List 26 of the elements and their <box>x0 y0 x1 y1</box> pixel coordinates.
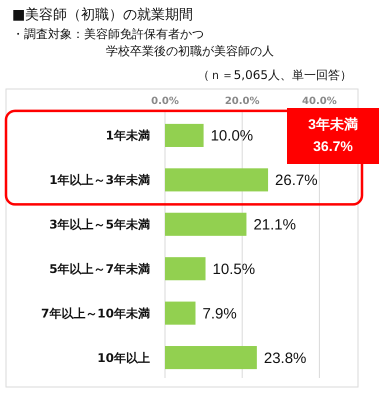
y-tick-label: 1年未満 <box>106 128 150 143</box>
y-tick-label: 7年以上～10年未満 <box>40 306 150 320</box>
text: 学校卒業後の初職が美容師の人 <box>106 44 274 58</box>
y-tick-label: 5年以上～7年未満 <box>49 262 150 276</box>
bar <box>165 302 196 325</box>
data-label: 10.0% <box>210 128 254 145</box>
data-label: 23.8% <box>264 350 306 367</box>
bar <box>165 124 204 147</box>
annotation: 3年未満 36.7% <box>308 116 358 154</box>
chart-title: ■美容師（初職）の就業期間 <box>12 7 194 23</box>
y-tick-label: 3年以上～5年未満 <box>49 217 150 232</box>
x-tick-label: 40.0% <box>302 96 337 107</box>
bar <box>165 346 257 370</box>
x-tick-label: 20.0% <box>224 96 260 107</box>
text: （ｎ＝5,065人、単一回答） <box>198 68 352 82</box>
bar <box>165 257 206 280</box>
bar <box>165 168 268 192</box>
data-label: 21.1% <box>253 216 296 234</box>
y-tick-label: 1年以上～3年未満 <box>49 173 150 188</box>
y-tick-label: 10年以上 <box>97 350 150 365</box>
data-label: 10.5% <box>212 260 256 278</box>
data-label: 26.7% <box>275 172 318 190</box>
bar <box>165 212 246 236</box>
chart-subtitle: ・調査対象：美容師免許保有者かつ <box>12 27 204 41</box>
x-tick-label: 0.0% <box>151 96 179 107</box>
data-label: 7.9% <box>202 305 237 322</box>
